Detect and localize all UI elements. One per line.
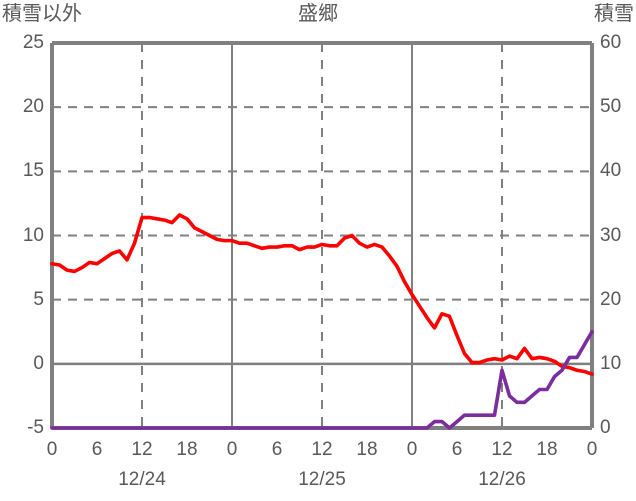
plot-frame <box>50 41 594 430</box>
y-axis-right-tick: 40 <box>600 160 622 182</box>
x-axis-tick: 18 <box>176 439 198 460</box>
y-axis-left-tick: 25 <box>22 32 44 53</box>
data-series <box>50 213 594 430</box>
x-axis-day-label: 12/24 <box>118 469 166 490</box>
x-axis-day-label: 12/26 <box>478 469 526 490</box>
x-axis-day-label: 12/25 <box>298 469 346 490</box>
x-axis-tick: 0 <box>586 439 598 460</box>
x-axis-tick: 0 <box>46 439 58 460</box>
x-axis-tick: 12 <box>311 439 333 460</box>
series-line-other <box>50 213 594 376</box>
chart-title: 盛郷 <box>298 3 338 25</box>
x-axis-tick: 6 <box>271 439 283 460</box>
y-axis-left-tick: 0 <box>33 352 44 374</box>
y-axis-right-tick: 60 <box>600 32 622 53</box>
y-axis-right-tick: 0 <box>600 417 611 438</box>
y-axis-left-tick: 20 <box>22 96 44 118</box>
y-axis-left-tick: 15 <box>22 160 44 182</box>
series-line-snow <box>50 329 594 430</box>
y-axis-left-tick: -5 <box>27 417 44 438</box>
x-axis-tick: 6 <box>91 439 103 460</box>
y-axis-right-tick: 30 <box>600 224 622 246</box>
left-axis-title: 積雪以外 <box>2 3 82 25</box>
x-axis-tick: 0 <box>406 439 418 460</box>
y-axis-right-tick: 50 <box>600 96 622 118</box>
x-axis-tick: 18 <box>536 439 558 460</box>
y-axis-left-tick: 5 <box>33 288 44 310</box>
right-axis-title: 積雪 <box>594 3 634 25</box>
x-axis-tick: 6 <box>451 439 463 460</box>
x-axis-tick: 18 <box>356 439 378 460</box>
gridlines <box>52 43 592 428</box>
y-axis-right-tick: 20 <box>600 288 622 310</box>
x-axis-tick: 0 <box>226 439 238 460</box>
axis-frame <box>50 41 594 430</box>
y-axis-left-tick: 10 <box>22 224 44 246</box>
y-axis-right-tick: 10 <box>600 352 622 374</box>
x-axis-tick: 12 <box>131 439 153 460</box>
x-axis-tick: 12 <box>491 439 513 460</box>
